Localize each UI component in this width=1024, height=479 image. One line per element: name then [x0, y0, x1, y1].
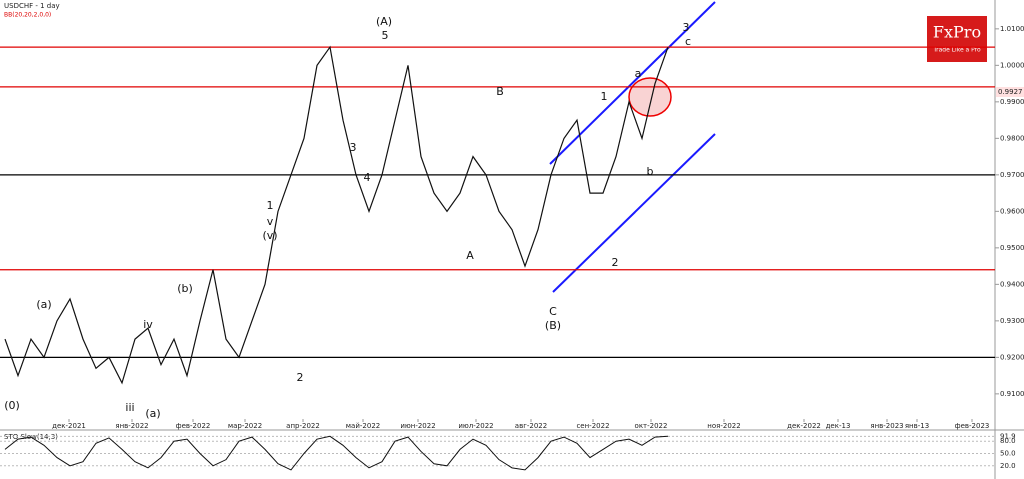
- wave-label: (0): [4, 399, 20, 412]
- wave-label: v: [267, 215, 274, 228]
- logo: FxPro: [933, 23, 981, 42]
- x-tick-label: ноя-2022: [707, 422, 740, 430]
- y-tick-label: 0.9400: [1000, 280, 1024, 288]
- wave-label: (b): [177, 282, 193, 295]
- oscillator-tick-label: 50.0: [1000, 450, 1016, 458]
- y-tick-label: 1.0000: [1000, 61, 1024, 69]
- highlight-circle: [628, 77, 672, 117]
- oscillator-tick-label: 91.9: [1000, 432, 1016, 440]
- y-tick-label: 0.9100: [1000, 390, 1024, 398]
- wave-label: (v): [262, 229, 277, 242]
- logo-box: [927, 16, 987, 62]
- y-tick-label: 0.9200: [1000, 353, 1024, 361]
- x-tick-label: фев-2022: [176, 422, 211, 430]
- wave-label: 2: [612, 256, 619, 269]
- wave-label: 3: [350, 141, 357, 154]
- x-tick-label: июл-2022: [458, 422, 493, 430]
- channel-line: [552, 133, 716, 293]
- current-price-label: 0.9927: [998, 88, 1023, 96]
- x-tick-label: сен-2022: [576, 422, 609, 430]
- x-tick-label: авг-2022: [515, 422, 547, 430]
- x-tick-label: янв-2023: [870, 422, 903, 430]
- x-tick-label: мар-2022: [228, 422, 262, 430]
- wave-label: 1: [601, 90, 608, 103]
- wave-label: iv: [143, 318, 153, 331]
- wave-label: iii: [125, 401, 134, 414]
- chart-title: USDCHF - 1 day: [4, 2, 60, 10]
- oscillator-tick-label: 20.0: [1000, 462, 1016, 470]
- wave-label: (a): [36, 298, 51, 311]
- y-tick-label: 1.0100: [1000, 25, 1024, 33]
- channel-line: [549, 1, 716, 165]
- wave-label: C: [549, 305, 557, 318]
- price-line: [4, 45, 669, 385]
- wave-label: 3: [683, 21, 690, 34]
- current-price-box: [996, 86, 1024, 97]
- oscillator-line: [4, 435, 669, 471]
- wave-label: 4: [364, 171, 371, 184]
- y-tick-label: 0.9800: [1000, 134, 1024, 142]
- wave-label: (B): [545, 319, 561, 332]
- y-tick-label: 0.9700: [1000, 171, 1024, 179]
- x-tick-label: янв-2022: [115, 422, 148, 430]
- wave-label: c: [685, 35, 691, 48]
- x-tick-label: дек-2022: [787, 422, 821, 430]
- x-tick-label: дек-2021: [52, 422, 86, 430]
- y-tick-label: 0.9600: [1000, 207, 1024, 215]
- wave-label: a: [635, 67, 642, 80]
- wave-label: (A): [376, 15, 392, 28]
- x-tick-label: янв-13: [905, 422, 929, 430]
- x-tick-label: окт-2022: [635, 422, 668, 430]
- x-tick-label: май-2022: [346, 422, 380, 430]
- wave-label: A: [466, 249, 474, 262]
- x-tick-label: апр-2022: [286, 422, 320, 430]
- wave-label: B: [496, 85, 504, 98]
- logo-slogan: Trade Like a Pro: [932, 47, 981, 54]
- wave-label: (a): [145, 407, 160, 420]
- y-tick-label: 0.9900: [1000, 98, 1024, 106]
- x-tick-label: фев-2023: [955, 422, 990, 430]
- oscillator-tick-label: 80.0: [1000, 437, 1016, 445]
- wave-label: b: [647, 165, 654, 178]
- wave-label: 1: [267, 199, 274, 212]
- x-tick-label: июн-2022: [400, 422, 435, 430]
- y-tick-label: 0.9500: [1000, 244, 1024, 252]
- wave-label: 2: [297, 371, 304, 384]
- indicator-label: BB(20,20,2,0,0): [4, 12, 51, 19]
- y-tick-label: 0.9300: [1000, 317, 1024, 325]
- wave-label: 5: [382, 29, 389, 42]
- x-tick-label: дек-13: [826, 422, 851, 430]
